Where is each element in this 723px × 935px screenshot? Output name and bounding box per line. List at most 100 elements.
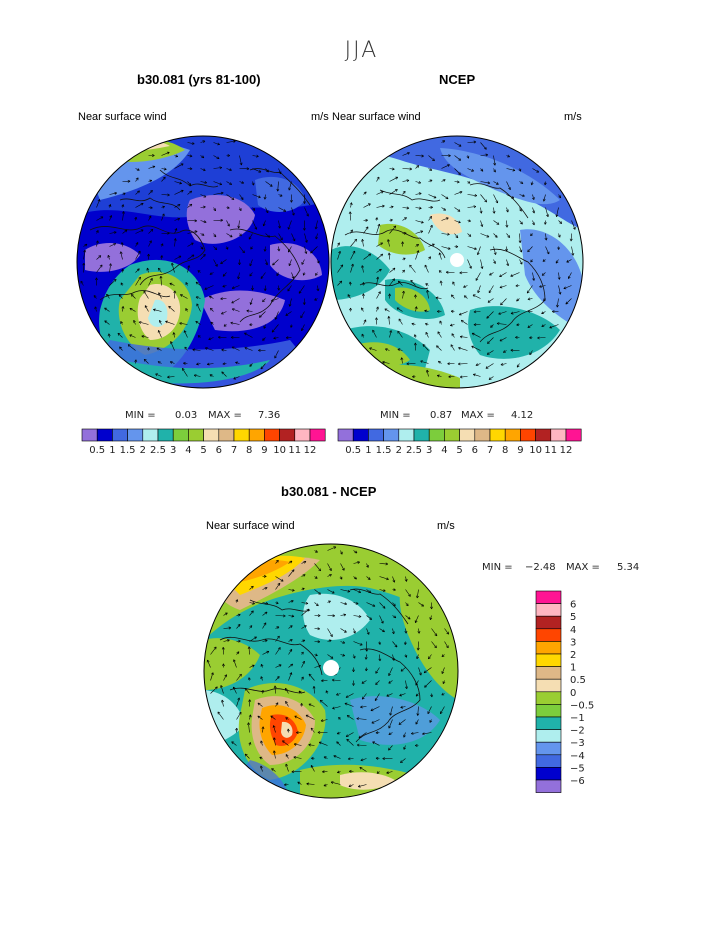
wind-vector-head xyxy=(242,250,245,254)
wind-vector-head xyxy=(315,272,318,276)
wind-vector xyxy=(306,783,315,785)
wind-vector xyxy=(304,207,309,217)
wind-vector xyxy=(161,176,166,182)
panel-1-max-value: 7.36 xyxy=(258,410,281,421)
wind-vector xyxy=(127,344,136,351)
wind-vector-head xyxy=(195,296,199,300)
wind-vector-head xyxy=(106,293,109,297)
wind-vector xyxy=(353,589,361,593)
wind-vector xyxy=(529,350,533,355)
wind-vector-head xyxy=(302,228,306,231)
wind-vector-head xyxy=(270,715,274,719)
wind-vector-head xyxy=(260,676,264,680)
wind-vector-head xyxy=(355,601,359,605)
wind-vector-head xyxy=(420,360,423,364)
wind-vector-head xyxy=(391,631,395,635)
wind-vector xyxy=(353,615,362,617)
colorbar-box xyxy=(428,428,445,442)
wind-vector-head xyxy=(229,182,232,185)
wind-vector xyxy=(350,229,353,234)
wind-vector-head xyxy=(280,237,283,241)
wind-vector-head xyxy=(492,210,496,214)
wind-vector-head xyxy=(429,216,432,219)
wind-vector xyxy=(320,699,328,707)
wind-vector xyxy=(174,255,182,260)
colorbar-tick-label: 8 xyxy=(246,445,252,456)
wind-vector xyxy=(213,246,218,250)
wind-vector-head xyxy=(229,168,232,171)
wind-vector-head xyxy=(425,283,429,286)
wind-vector-head xyxy=(318,568,321,572)
wind-vector-head xyxy=(565,301,569,305)
wind-vector xyxy=(275,576,284,582)
colorbar-box xyxy=(264,428,280,442)
wind-vector xyxy=(287,285,292,292)
wind-vector xyxy=(327,563,332,571)
wind-vector-head xyxy=(429,168,433,171)
wind-vector xyxy=(143,290,149,299)
wind-vector-head xyxy=(375,317,378,320)
wind-vector-head xyxy=(291,275,295,279)
colorbar-box xyxy=(550,428,567,442)
wind-vector-head xyxy=(153,308,156,312)
wind-vector-head xyxy=(416,250,420,254)
wind-vector-head xyxy=(430,606,433,610)
wind-vector-head xyxy=(493,169,496,173)
wind-vector-head xyxy=(378,291,381,294)
wind-vector-head xyxy=(165,320,168,324)
colorbar-box xyxy=(279,428,296,442)
wind-vector-head xyxy=(358,735,362,739)
wind-vector-head xyxy=(304,240,308,243)
wind-vector-head xyxy=(265,210,269,214)
wind-vector-head xyxy=(277,635,280,639)
wind-vector-head xyxy=(120,242,124,245)
wind-vector-head xyxy=(368,590,372,593)
wind-vector xyxy=(262,337,266,341)
wind-vector-head xyxy=(519,261,523,265)
wind-vector-head xyxy=(511,195,515,199)
wind-vector-head xyxy=(322,770,325,774)
wind-vector-head xyxy=(346,738,350,742)
wind-vector-head xyxy=(315,653,318,657)
wind-vector-head xyxy=(493,162,497,166)
wind-vector xyxy=(363,203,371,208)
wind-vector xyxy=(500,363,507,366)
wind-vector-head xyxy=(487,299,491,303)
wind-vector-head xyxy=(266,650,270,654)
wind-vector-head xyxy=(458,220,461,224)
wind-vector-head xyxy=(323,756,327,759)
wind-vector-head xyxy=(426,369,429,373)
wind-vector-head xyxy=(292,238,296,242)
wind-vector-head xyxy=(260,663,264,667)
wind-vector xyxy=(415,193,422,195)
wind-vector-head xyxy=(257,702,261,706)
wind-vector xyxy=(376,242,383,247)
wind-vector-head xyxy=(173,238,177,241)
wind-vector xyxy=(200,140,206,143)
wind-vector xyxy=(327,546,337,551)
wind-vector-head xyxy=(259,756,263,760)
wind-vector xyxy=(565,298,572,305)
wind-vector xyxy=(452,281,455,286)
wind-vector xyxy=(264,194,266,200)
wind-vector xyxy=(361,265,364,273)
wind-vector-head xyxy=(169,282,173,286)
wind-vector xyxy=(226,140,236,143)
wind-vector xyxy=(271,768,276,772)
wind-vector xyxy=(285,311,292,316)
wind-vector xyxy=(519,181,524,184)
wind-vector xyxy=(288,663,293,668)
wind-vector-head xyxy=(301,328,304,332)
wind-vector-head xyxy=(237,225,241,229)
wind-vector xyxy=(288,259,292,266)
wind-vector xyxy=(308,744,315,746)
wind-vector-head xyxy=(392,658,395,661)
wind-vector-head xyxy=(333,755,337,758)
wind-vector-head xyxy=(250,610,254,614)
wind-vector-head xyxy=(386,577,389,581)
wind-vector-head xyxy=(121,211,125,214)
wind-vector-head xyxy=(173,290,177,294)
wind-vector xyxy=(221,349,227,351)
wind-vector-head xyxy=(95,240,99,244)
wind-vector-head xyxy=(209,272,213,275)
